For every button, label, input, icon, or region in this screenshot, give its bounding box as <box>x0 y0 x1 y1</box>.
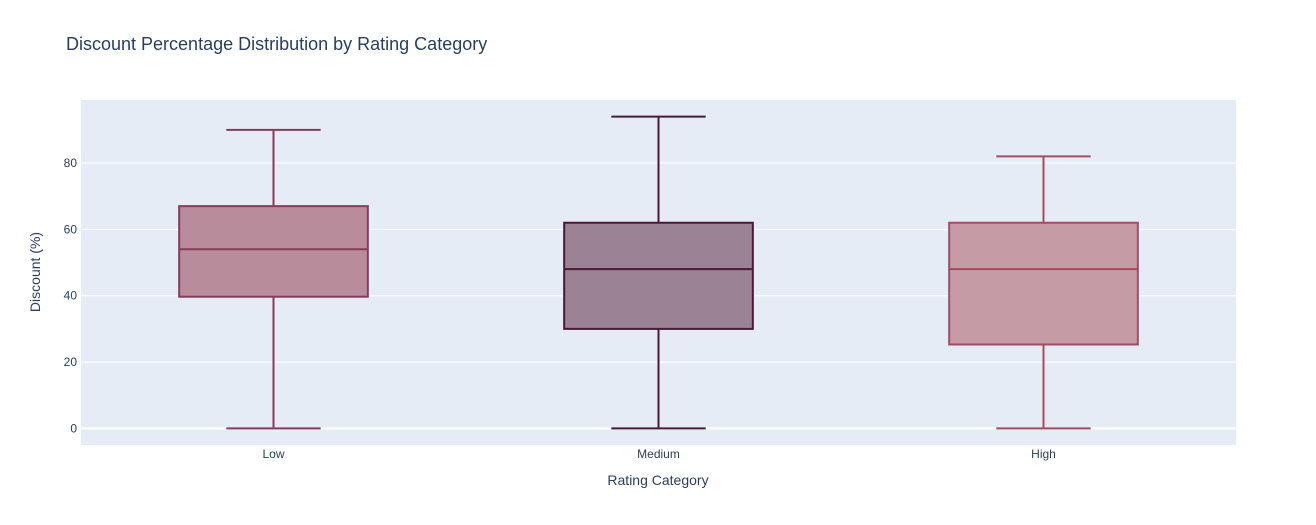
box-low <box>178 128 369 430</box>
y-tick-label: 0 <box>70 421 77 435</box>
x-tick-label: Low <box>262 447 284 461</box>
boxes <box>178 115 1139 430</box>
x-axis-ticks: Low Medium High <box>262 447 1055 461</box>
chart-title: Discount Percentage Distribution by Rati… <box>66 34 487 54</box>
x-tick-label: High <box>1031 447 1056 461</box>
y-tick-label: 40 <box>64 289 78 303</box>
y-tick-label: 60 <box>64 222 78 236</box>
y-axis-ticks: 0 20 40 60 80 <box>64 156 78 435</box>
box-high <box>948 155 1139 430</box>
y-tick-label: 20 <box>64 355 78 369</box>
box-medium <box>563 115 754 430</box>
x-tick-label: Medium <box>637 447 680 461</box>
box-body <box>948 221 1139 346</box>
y-tick-label: 80 <box>64 156 78 170</box>
box-body <box>178 205 369 298</box>
x-axis-title: Rating Category <box>607 472 708 488</box>
y-axis-title: Discount (%) <box>27 232 43 312</box>
box-body <box>563 221 754 330</box>
